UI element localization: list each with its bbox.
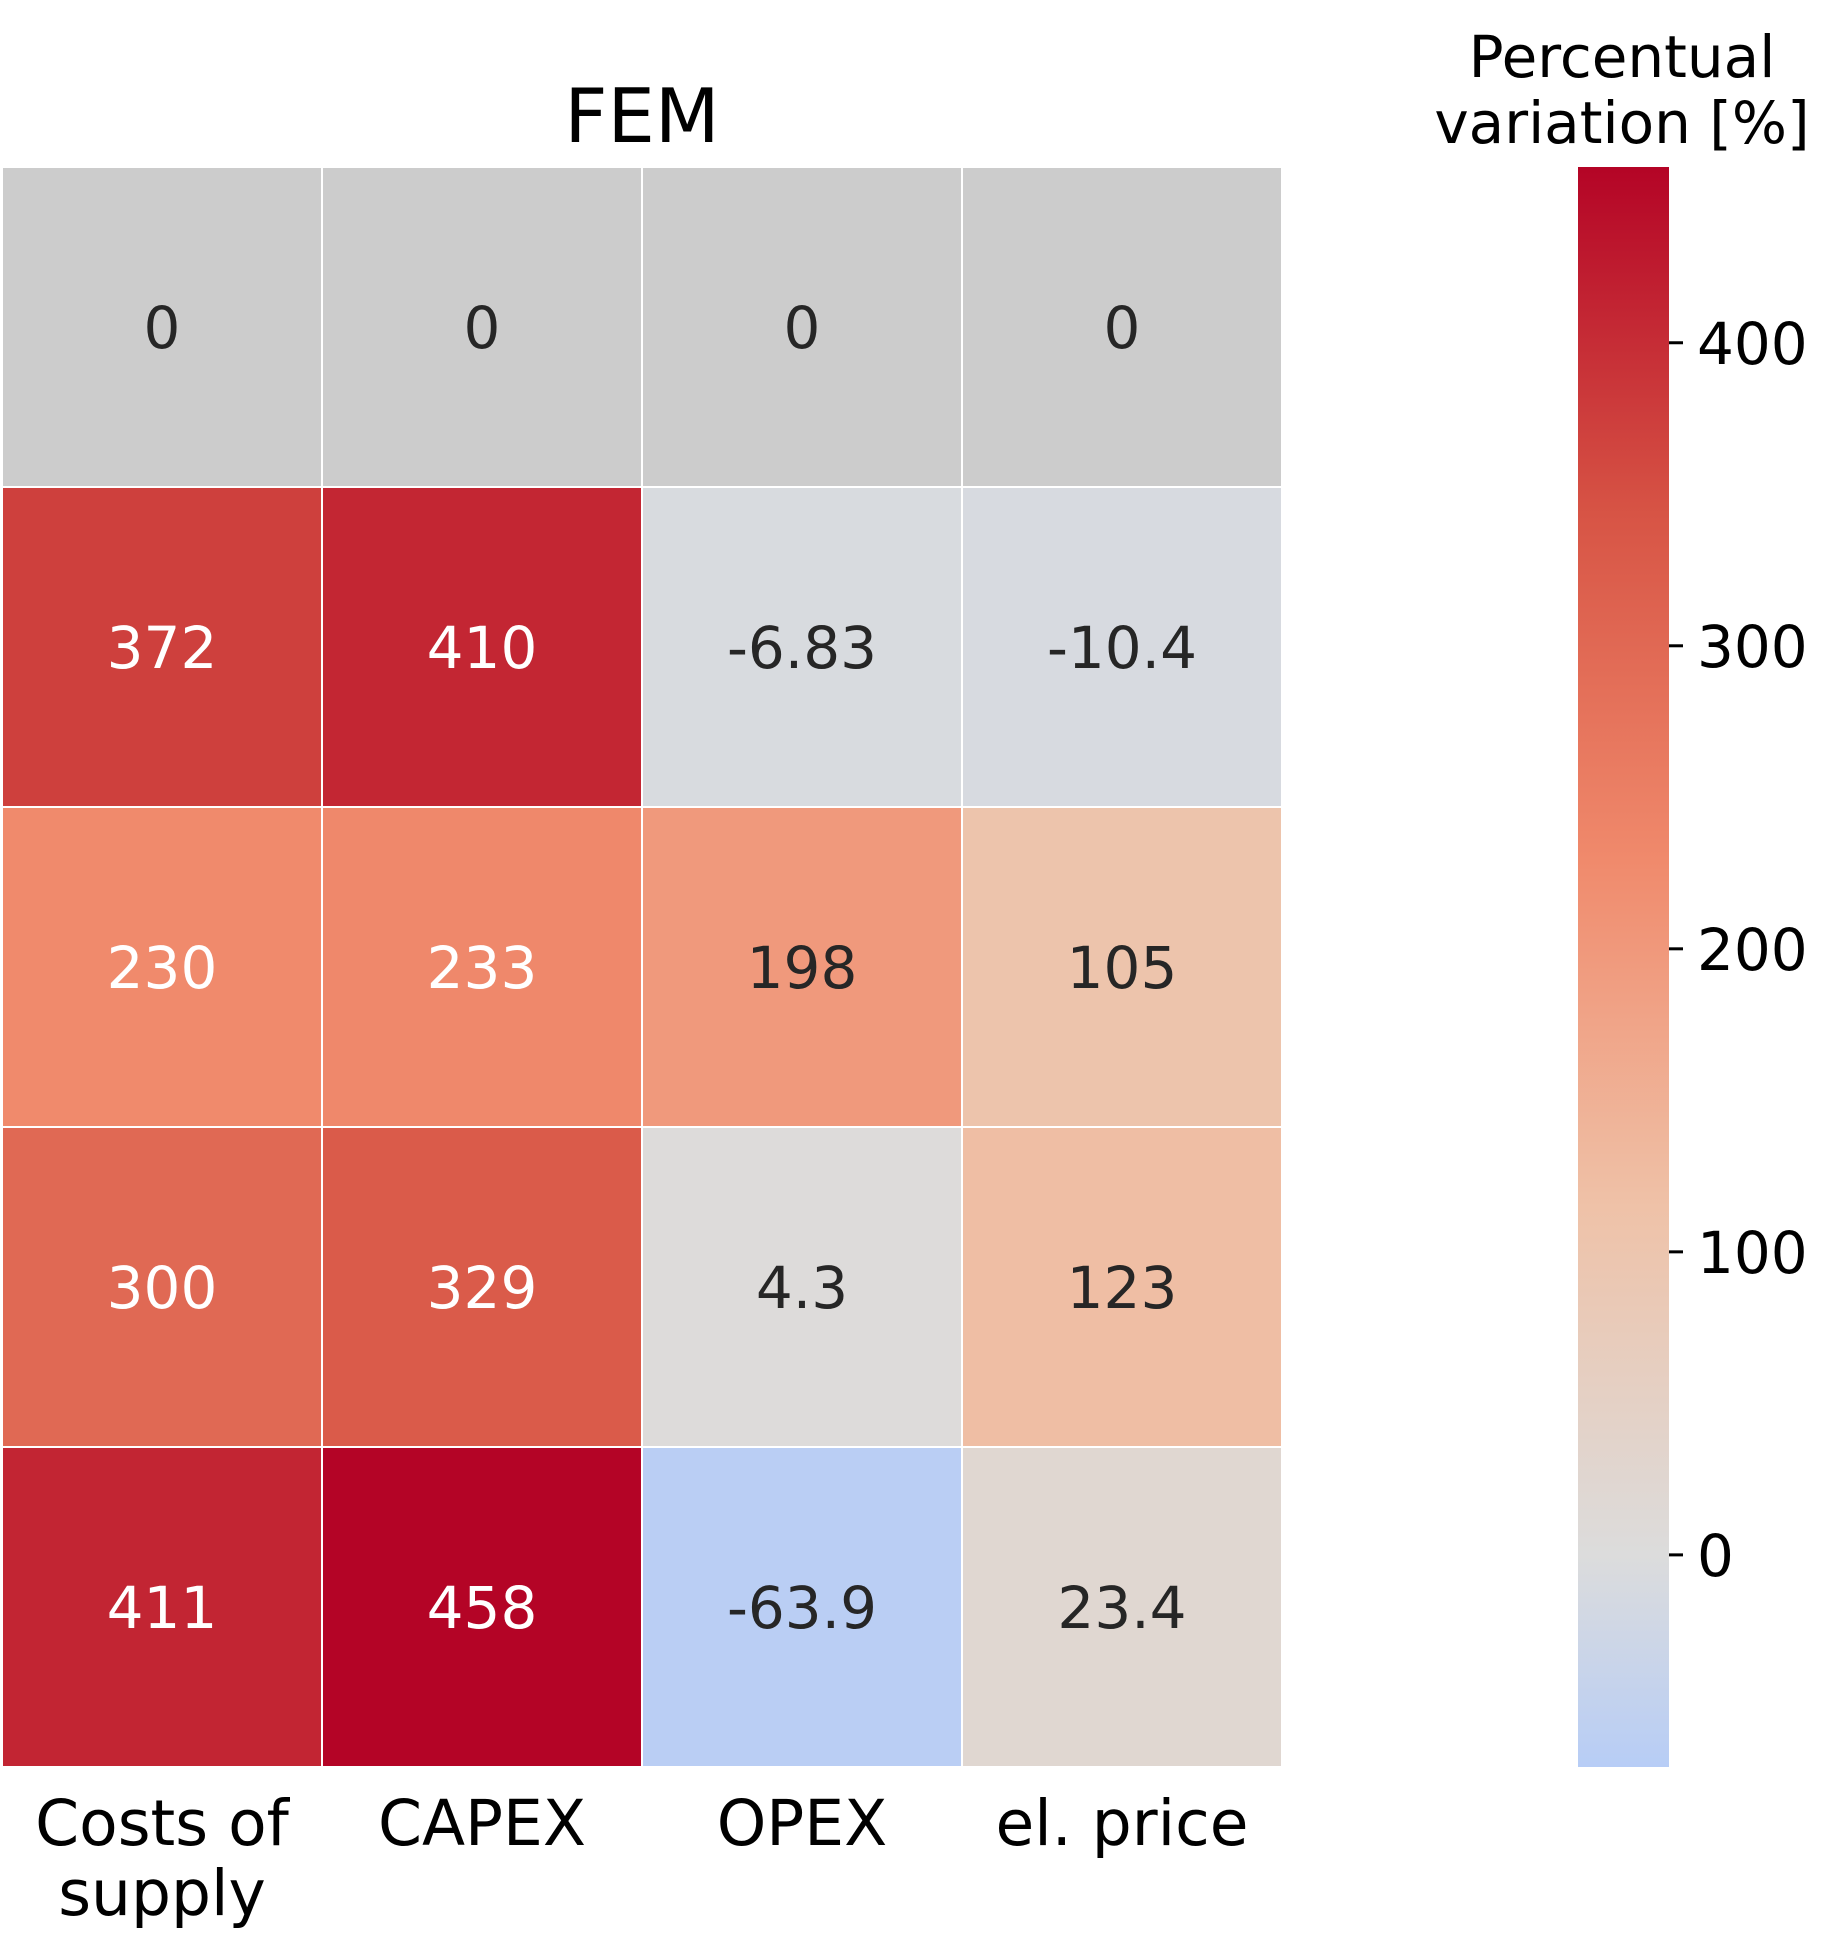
cell-value-label: -63.9: [727, 1574, 877, 1642]
cell-value-label: 0: [1104, 294, 1141, 362]
colorbar-tick-label: 200: [1697, 916, 1808, 984]
cell-value-label: 411: [107, 1574, 218, 1642]
cell-value-label: 458: [427, 1574, 538, 1642]
cell-value-label: 300: [107, 1254, 218, 1322]
heatmap-cell: [641, 1446, 963, 1768]
colorbar-ticks: 0 100 200 300 400: [1669, 310, 1808, 1590]
heatmap-cell: [641, 486, 963, 808]
chart-title: FEM: [564, 72, 719, 160]
column-label: el. price: [995, 1787, 1248, 1860]
cell-value-label: 0: [144, 294, 181, 362]
colorbar-tick-label: 400: [1697, 310, 1808, 378]
heatmap-cell: [641, 166, 963, 488]
column-label: supply: [58, 1857, 266, 1930]
cell-value-label: -6.83: [727, 614, 877, 682]
heatmap-cell: [1, 166, 323, 488]
heatmap-cell: [961, 486, 1283, 808]
column-label: CAPEX: [378, 1787, 586, 1860]
heatmap-cell: [321, 486, 643, 808]
heatmap-cell: [321, 806, 643, 1128]
colorbar: Percentual variation [%] 0 100 200 300 400: [1434, 23, 1810, 1767]
cell-value-label: 0: [784, 294, 821, 362]
heatmap-cell-labels: 0 0 0 0 372 410 -6.83 -10.4 230 233 198 105 300 329 4.…: [107, 294, 1197, 1642]
heatmap-cell: [321, 1126, 643, 1448]
cell-value-label: 410: [427, 614, 538, 682]
heatmap-cell: [321, 1446, 643, 1768]
cell-value-label: 0: [464, 294, 501, 362]
heatmap-cell: [1, 1126, 323, 1448]
cell-value-label: 4.3: [756, 1254, 848, 1322]
heatmap-cell: [961, 806, 1283, 1128]
cell-value-label: 105: [1067, 934, 1178, 1002]
colorbar-title-line-1: Percentual: [1469, 23, 1776, 91]
heatmap-cells: [1, 166, 1283, 1768]
heatmap-cell: [321, 166, 643, 488]
cell-value-label: 372: [107, 614, 218, 682]
heatmap-cell: [961, 166, 1283, 488]
colorbar-tick-label: 100: [1697, 1219, 1808, 1287]
heatmap-cell: [961, 1446, 1283, 1768]
heatmap-cell: [641, 1126, 963, 1448]
heatmap-cell: [961, 1126, 1283, 1448]
cell-value-label: 329: [427, 1254, 538, 1322]
heatmap-cell: [1, 1446, 323, 1768]
cell-value-label: 198: [747, 934, 858, 1002]
column-label: Costs of: [35, 1787, 290, 1860]
cell-value-label: 233: [427, 934, 538, 1002]
colorbar-tick-label: 300: [1697, 613, 1808, 681]
cell-value-label: 123: [1067, 1254, 1178, 1322]
cell-value-label: 23.4: [1057, 1574, 1186, 1642]
colorbar-gradient: [1578, 167, 1669, 1767]
cell-value-label: 230: [107, 934, 218, 1002]
cell-value-label: -10.4: [1047, 614, 1197, 682]
column-label: OPEX: [717, 1787, 888, 1860]
heatmap-cell: [1, 486, 323, 808]
colorbar-tick-label: 0: [1697, 1522, 1734, 1590]
colorbar-title-line-2: variation [%]: [1434, 89, 1809, 157]
